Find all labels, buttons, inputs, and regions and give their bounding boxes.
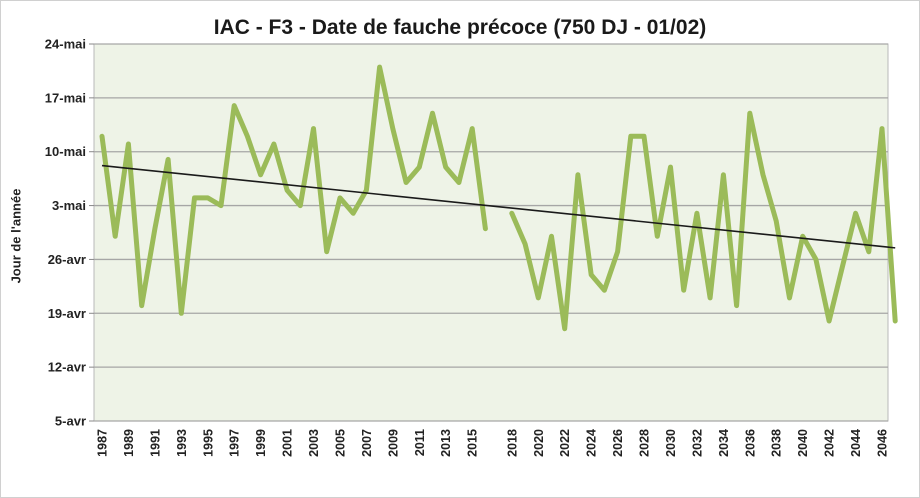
x-tick-label: 2015 xyxy=(466,429,480,457)
series-lines xyxy=(99,64,898,332)
x-tick-label: 2036 xyxy=(743,429,757,457)
x-tick-label: 2030 xyxy=(664,429,678,457)
x-tick-label: 1999 xyxy=(254,429,268,457)
x-tick-label: 2009 xyxy=(386,429,400,457)
x-tick-label: 2018 xyxy=(505,429,519,457)
x-tick-label: 1991 xyxy=(148,429,162,457)
chart-title: IAC - F3 - Date de fauche précoce (750 D… xyxy=(213,16,707,39)
x-tick-label: 1987 xyxy=(96,429,110,457)
x-tick-labels: 1987 1989 1991 1993 1995 1997 1999 2001 2003 2005… xyxy=(96,429,890,457)
x-tick-label: 2046 xyxy=(876,429,890,457)
y-tick-label: 17-mai xyxy=(45,90,86,105)
x-tick-label: 2013 xyxy=(439,429,453,457)
x-tick-label: 2044 xyxy=(849,429,863,457)
x-tick-label: 2022 xyxy=(558,429,572,457)
x-tick-label: 2042 xyxy=(823,429,837,457)
series-line-segment xyxy=(99,64,488,316)
x-tick-label: 2003 xyxy=(307,429,321,457)
y-tick-labels: 5-avr 12-avr 19-avr 26-avr 3-mai 10-mai 17-mai… xyxy=(45,37,86,429)
x-tick-label: 2005 xyxy=(333,429,347,457)
y-tick-label: 5-avr xyxy=(55,414,86,429)
x-tick-label: 2007 xyxy=(360,429,374,457)
trend-line-group xyxy=(101,164,896,249)
y-tick-label: 24-mai xyxy=(45,37,86,52)
x-tick-label: 1989 xyxy=(122,429,136,457)
y-tick-label: 19-avr xyxy=(48,306,86,321)
y-tick-label: 10-mai xyxy=(45,144,86,159)
series-line-segment xyxy=(509,110,898,332)
x-tick-label: 2011 xyxy=(413,429,427,456)
y-tick-label: 26-avr xyxy=(48,252,86,267)
x-tick-label: 1995 xyxy=(201,429,215,457)
x-tick-label: 2024 xyxy=(585,429,599,457)
y-tick-label: 3-mai xyxy=(52,198,86,213)
x-tick-label: 2028 xyxy=(638,429,652,457)
x-tick-label: 2001 xyxy=(281,429,295,457)
x-tick-label: 1997 xyxy=(228,429,242,457)
x-tick-label: 2026 xyxy=(611,429,625,457)
x-tick-label: 1993 xyxy=(175,429,189,457)
x-tick-label: 2040 xyxy=(796,429,810,457)
x-tick-label: 2020 xyxy=(532,429,546,457)
trend-line xyxy=(101,164,896,249)
plot-area xyxy=(93,43,889,422)
y-tick-label: 12-avr xyxy=(48,360,86,375)
x-tick-label: 2034 xyxy=(717,429,731,457)
x-tick-label: 2038 xyxy=(770,429,784,457)
x-tick-label: 2032 xyxy=(690,429,704,457)
